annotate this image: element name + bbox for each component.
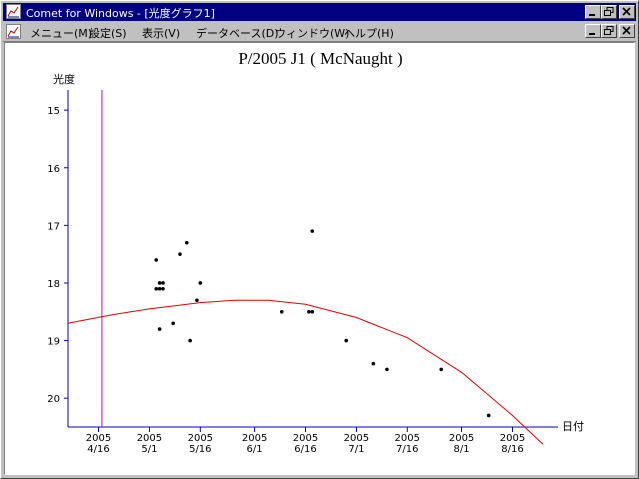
observation-point: [188, 338, 192, 343]
x-axis-label: 日付: [562, 420, 584, 433]
x-tick-label: 2005: [395, 433, 420, 444]
y-tick-label: 17: [47, 221, 60, 232]
observation-point: [154, 258, 159, 262]
menu-settings[interactable]: 設定(S): [89, 27, 127, 40]
observation-point: [385, 367, 389, 372]
x-tick-label: 2005: [344, 433, 369, 444]
observation-point: [161, 281, 165, 285]
observation-point: [195, 298, 199, 303]
doc-minimize-button[interactable]: [585, 24, 601, 38]
x-tick-label: 7/16: [396, 444, 418, 455]
close-icon: [622, 7, 631, 16]
x-tick-label: 6/1: [247, 444, 263, 455]
observation-point: [371, 361, 376, 366]
y-tick-label: 18: [47, 279, 60, 290]
observation-point: [178, 252, 182, 256]
chart-canvas[interactable]: P/2005 J1 ( McNaught ) 光度 日付 15 16 17 18 19 2…: [4, 42, 635, 475]
observation-point: [439, 367, 444, 372]
window-minimize-button[interactable]: [585, 5, 601, 19]
observation-point: [157, 327, 162, 331]
minimize-icon: [589, 33, 595, 35]
menu-bar: メニュー(M) 設定(S) 表示(V) データベース(D) ウィンドウ(W) ヘ…: [3, 22, 636, 42]
observation-point: [161, 286, 165, 291]
window-close-button[interactable]: [619, 5, 635, 19]
menu-view[interactable]: 表示(V): [142, 27, 181, 40]
observation-point: [310, 309, 315, 314]
observation-point: [310, 229, 315, 233]
observation-point: [279, 309, 284, 314]
x-tick-label: 2005: [293, 433, 318, 444]
y-tick-label: 16: [47, 164, 60, 175]
x-tick-label: 8/1: [454, 444, 470, 455]
observation-point: [307, 309, 311, 314]
fit-curve: [67, 299, 544, 445]
chart-app-icon[interactable]: [6, 4, 21, 19]
menu-help[interactable]: ヘルプ(H): [344, 27, 394, 40]
observation-point: [154, 286, 159, 291]
menu-database[interactable]: データベース(D): [196, 27, 279, 40]
observation-point: [344, 338, 349, 343]
document-icon[interactable]: [6, 24, 21, 39]
doc-restore-button[interactable]: [601, 24, 617, 38]
x-tick-label: 8/16: [501, 444, 523, 455]
x-tick-label: 2005: [449, 433, 474, 444]
x-tick-label: 7/1: [348, 444, 364, 455]
observation-point: [157, 281, 162, 285]
x-tick-label: 2005: [137, 433, 162, 444]
minimize-icon: [589, 14, 595, 16]
x-tick-label: 2005: [242, 433, 267, 444]
restore-icon: [604, 7, 614, 16]
x-tick-label: 2005: [500, 433, 525, 444]
title-bar[interactable]: Comet for Windows - [光度グラフ1]: [3, 3, 636, 21]
y-tick-label: 15: [47, 106, 60, 117]
menu-window[interactable]: ウィンドウ(W): [275, 27, 350, 40]
chart-title: P/2005 J1 ( McNaught ): [238, 49, 403, 68]
close-icon: [622, 26, 631, 35]
observation-point: [198, 281, 203, 285]
x-tick-label: 2005: [86, 433, 111, 444]
doc-close-button[interactable]: [619, 24, 635, 38]
x-tick-label: 2005: [188, 433, 213, 444]
observation-point: [171, 321, 175, 326]
observation-point: [184, 240, 189, 245]
window-title: Comet for Windows - [光度グラフ1]: [26, 7, 215, 20]
x-tick-label: 5/1: [141, 444, 157, 455]
y-tick-label: 19: [47, 337, 60, 348]
x-tick-label: 5/16: [189, 444, 211, 455]
restore-icon: [604, 26, 614, 35]
menu-menu[interactable]: メニュー(M): [30, 27, 93, 40]
observation-point: [486, 413, 491, 418]
x-tick-label: 4/16: [87, 444, 109, 455]
light-curve-plot: 光度 日付 15161718192020054/1620055/120055/1…: [47, 72, 584, 455]
y-axis-label: 光度: [53, 72, 75, 86]
observation-point: [157, 286, 162, 291]
window-restore-button[interactable]: [601, 5, 617, 19]
y-tick-label: 20: [47, 394, 60, 405]
x-tick-label: 6/16: [294, 444, 316, 455]
